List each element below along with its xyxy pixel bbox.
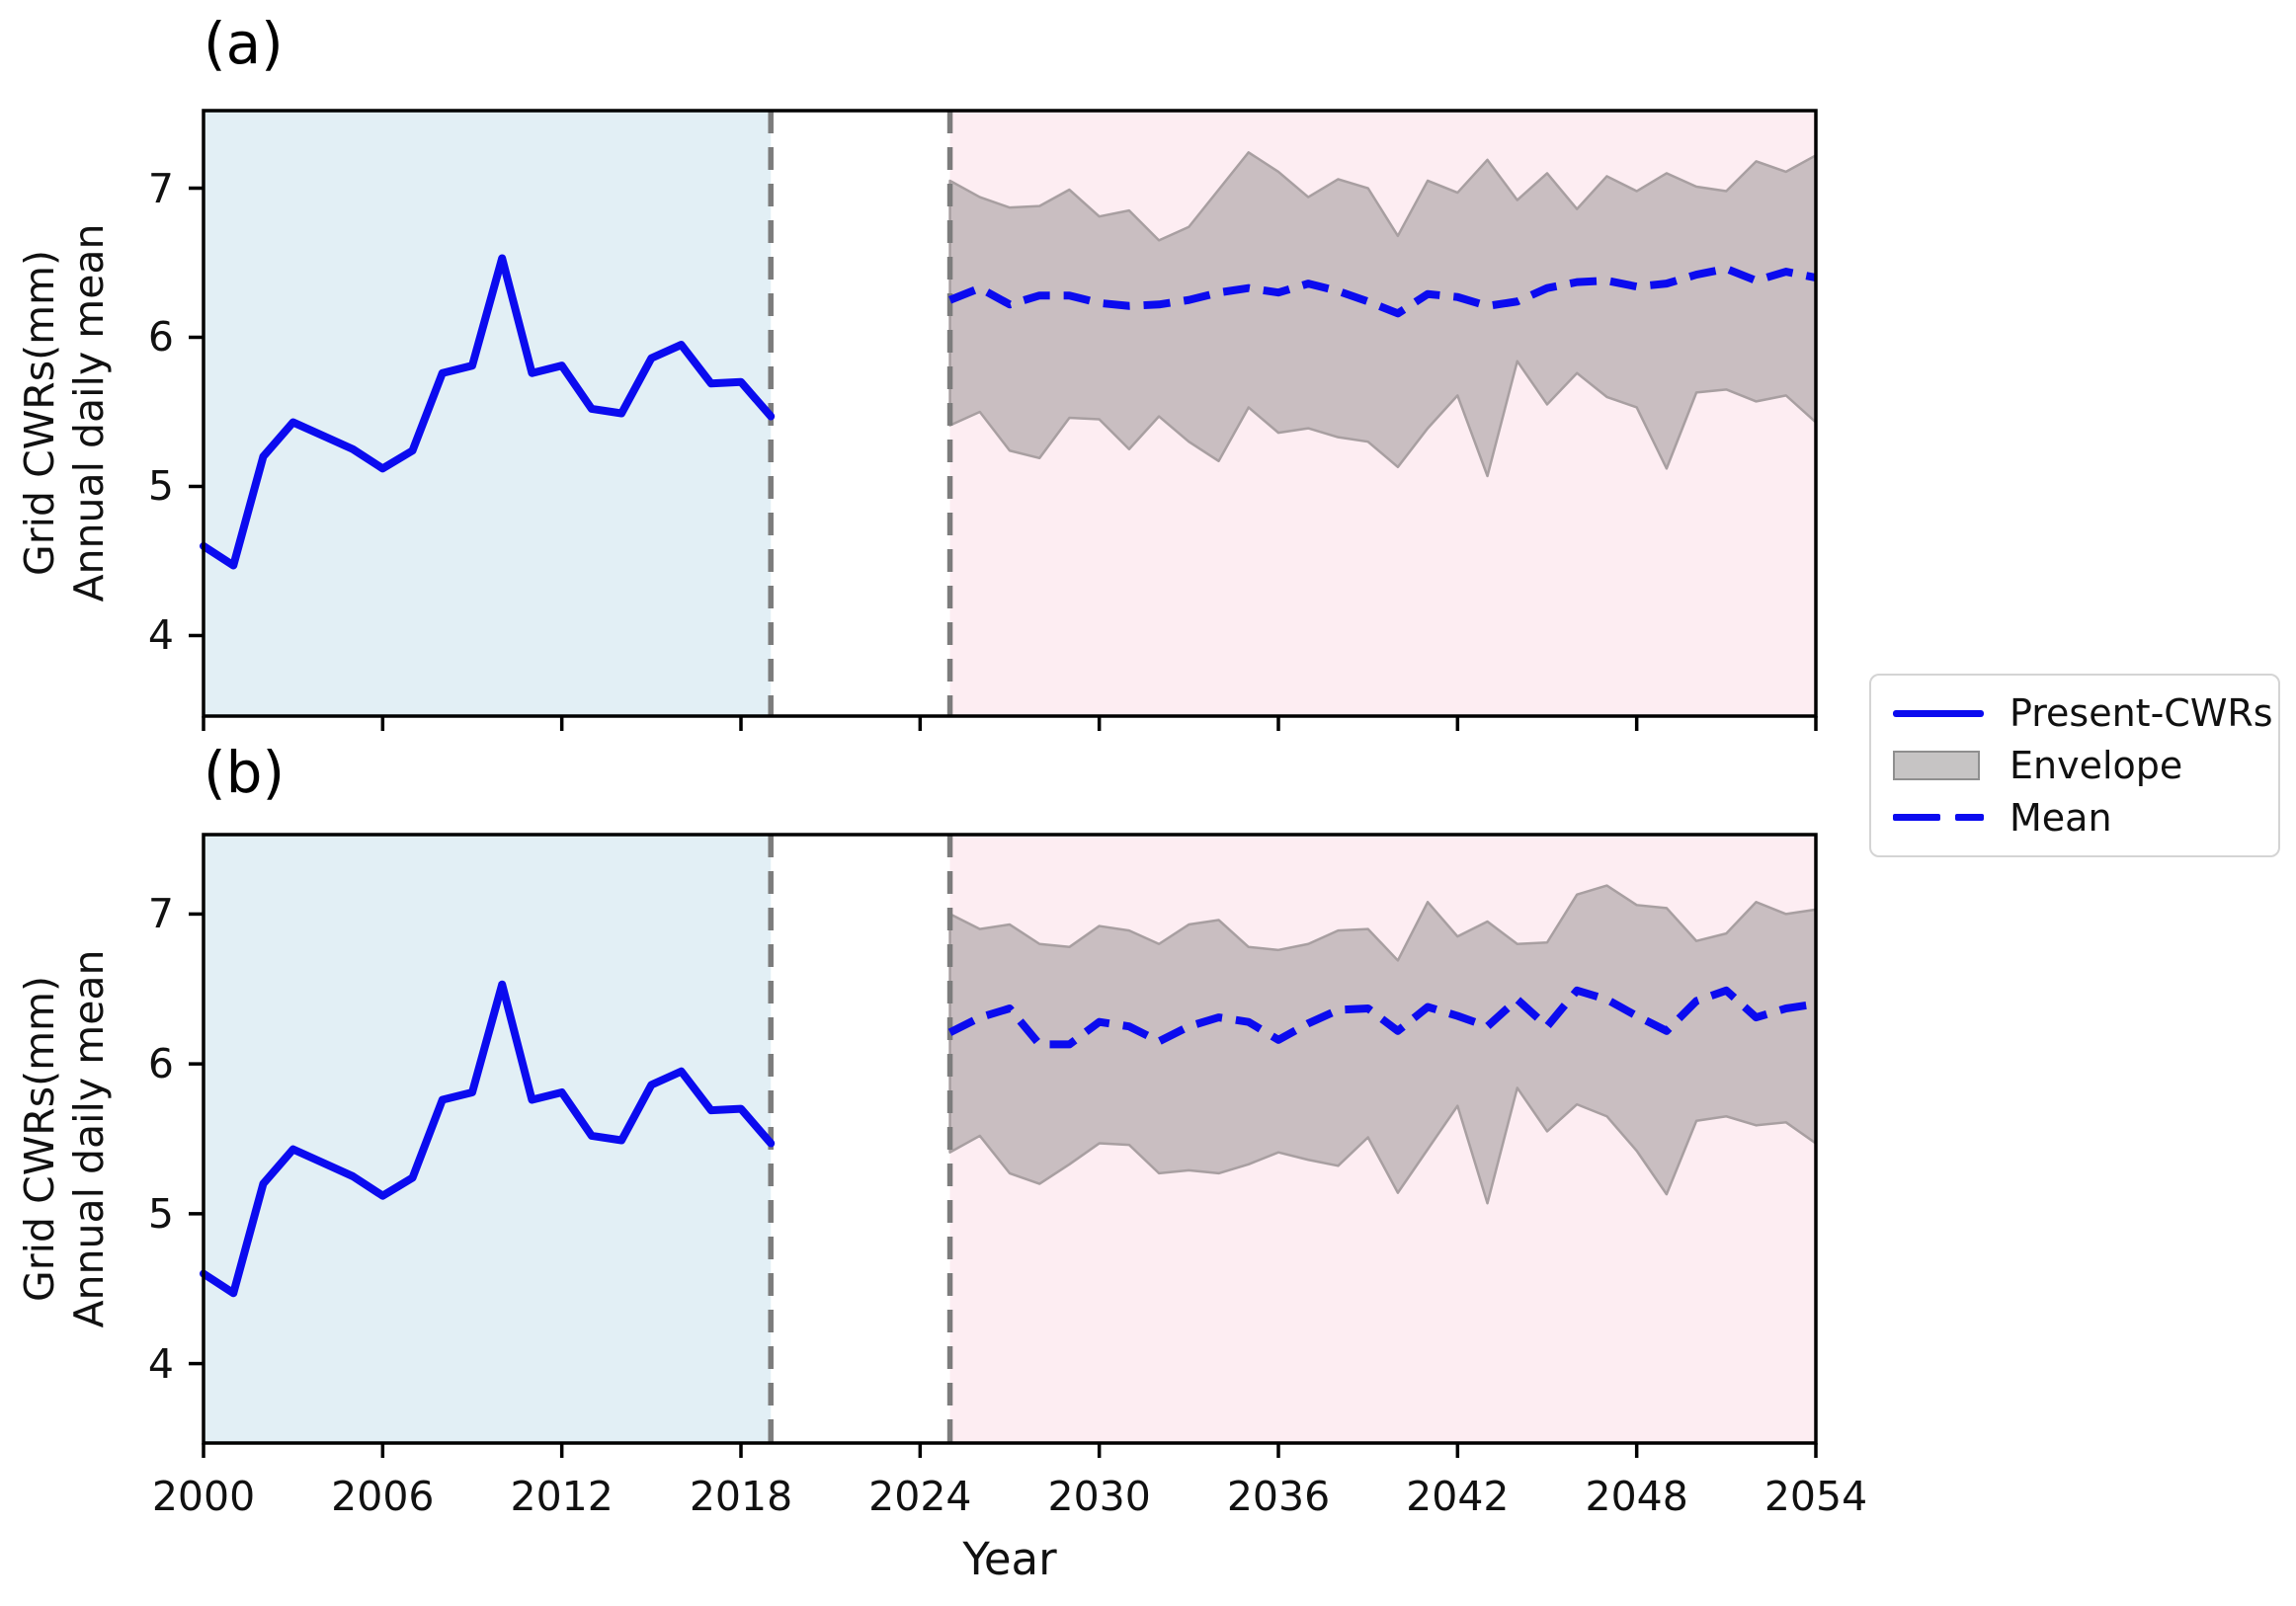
x-tick-label: 2030: [1047, 1473, 1151, 1520]
present-cwrs-line: [200, 980, 776, 1298]
y-tick-label: 4: [147, 1339, 174, 1388]
x-tick-label: 2018: [689, 1473, 793, 1520]
y-axis-label-a-line2: Annual daily mean: [65, 223, 113, 602]
present-cwrs-line: [200, 254, 776, 570]
panel-a-label: (a): [204, 10, 284, 77]
historical-span: [204, 835, 772, 1443]
y-axis-label-a-line1: Grid CWRs(mm): [16, 250, 63, 576]
envelope-patch-sample-icon: [1893, 750, 1984, 780]
x-tick-label: 2036: [1226, 1473, 1331, 1520]
plot-panel-a: [189, 109, 1818, 731]
y-axis-label-b-line1: Grid CWRs(mm): [16, 976, 63, 1302]
x-tick-label: 2000: [151, 1473, 256, 1520]
legend-item-present: Present-CWRs: [1893, 691, 2273, 735]
legend-item-mean-label: Mean: [2009, 795, 2112, 840]
legend-item-envelope-label: Envelope: [2009, 743, 2183, 787]
legend-item-present-label: Present-CWRs: [2009, 691, 2273, 736]
y-tick-label: 5: [147, 1189, 174, 1238]
y-tick-label: 6: [147, 313, 174, 361]
y-tick-label: 7: [147, 164, 174, 212]
legend-item-envelope: Envelope: [1893, 744, 2256, 787]
y-tick-label: 6: [147, 1040, 174, 1088]
mean-dash-sample-icon: [1893, 814, 1984, 822]
y-axis-label-b-line2: Annual daily mean: [65, 949, 113, 1328]
x-tick-label: 2042: [1406, 1473, 1510, 1520]
x-tick-label: 2054: [1763, 1473, 1868, 1520]
y-tick-label: 4: [147, 611, 174, 660]
y-tick-label: 5: [147, 462, 174, 511]
x-axis-label: Year: [962, 1533, 1057, 1585]
present-line-sample-icon: [1893, 709, 1984, 717]
y-tick-label: 7: [147, 890, 174, 938]
x-tick-label: 2006: [331, 1473, 435, 1520]
legend-item-mean: Mean: [1893, 796, 2256, 840]
historical-span: [204, 111, 772, 716]
x-tick-label: 2012: [510, 1473, 614, 1520]
plot-panel-b: [189, 833, 1818, 1458]
mean-line: [947, 986, 1817, 1049]
x-tick-label: 2048: [1585, 1473, 1688, 1520]
x-tick-label: 2024: [868, 1473, 972, 1520]
legend-box: Present-CWRs Envelope Mean: [1869, 674, 2280, 857]
mean-line: [948, 265, 1817, 318]
panel-b-label: (b): [204, 739, 286, 806]
